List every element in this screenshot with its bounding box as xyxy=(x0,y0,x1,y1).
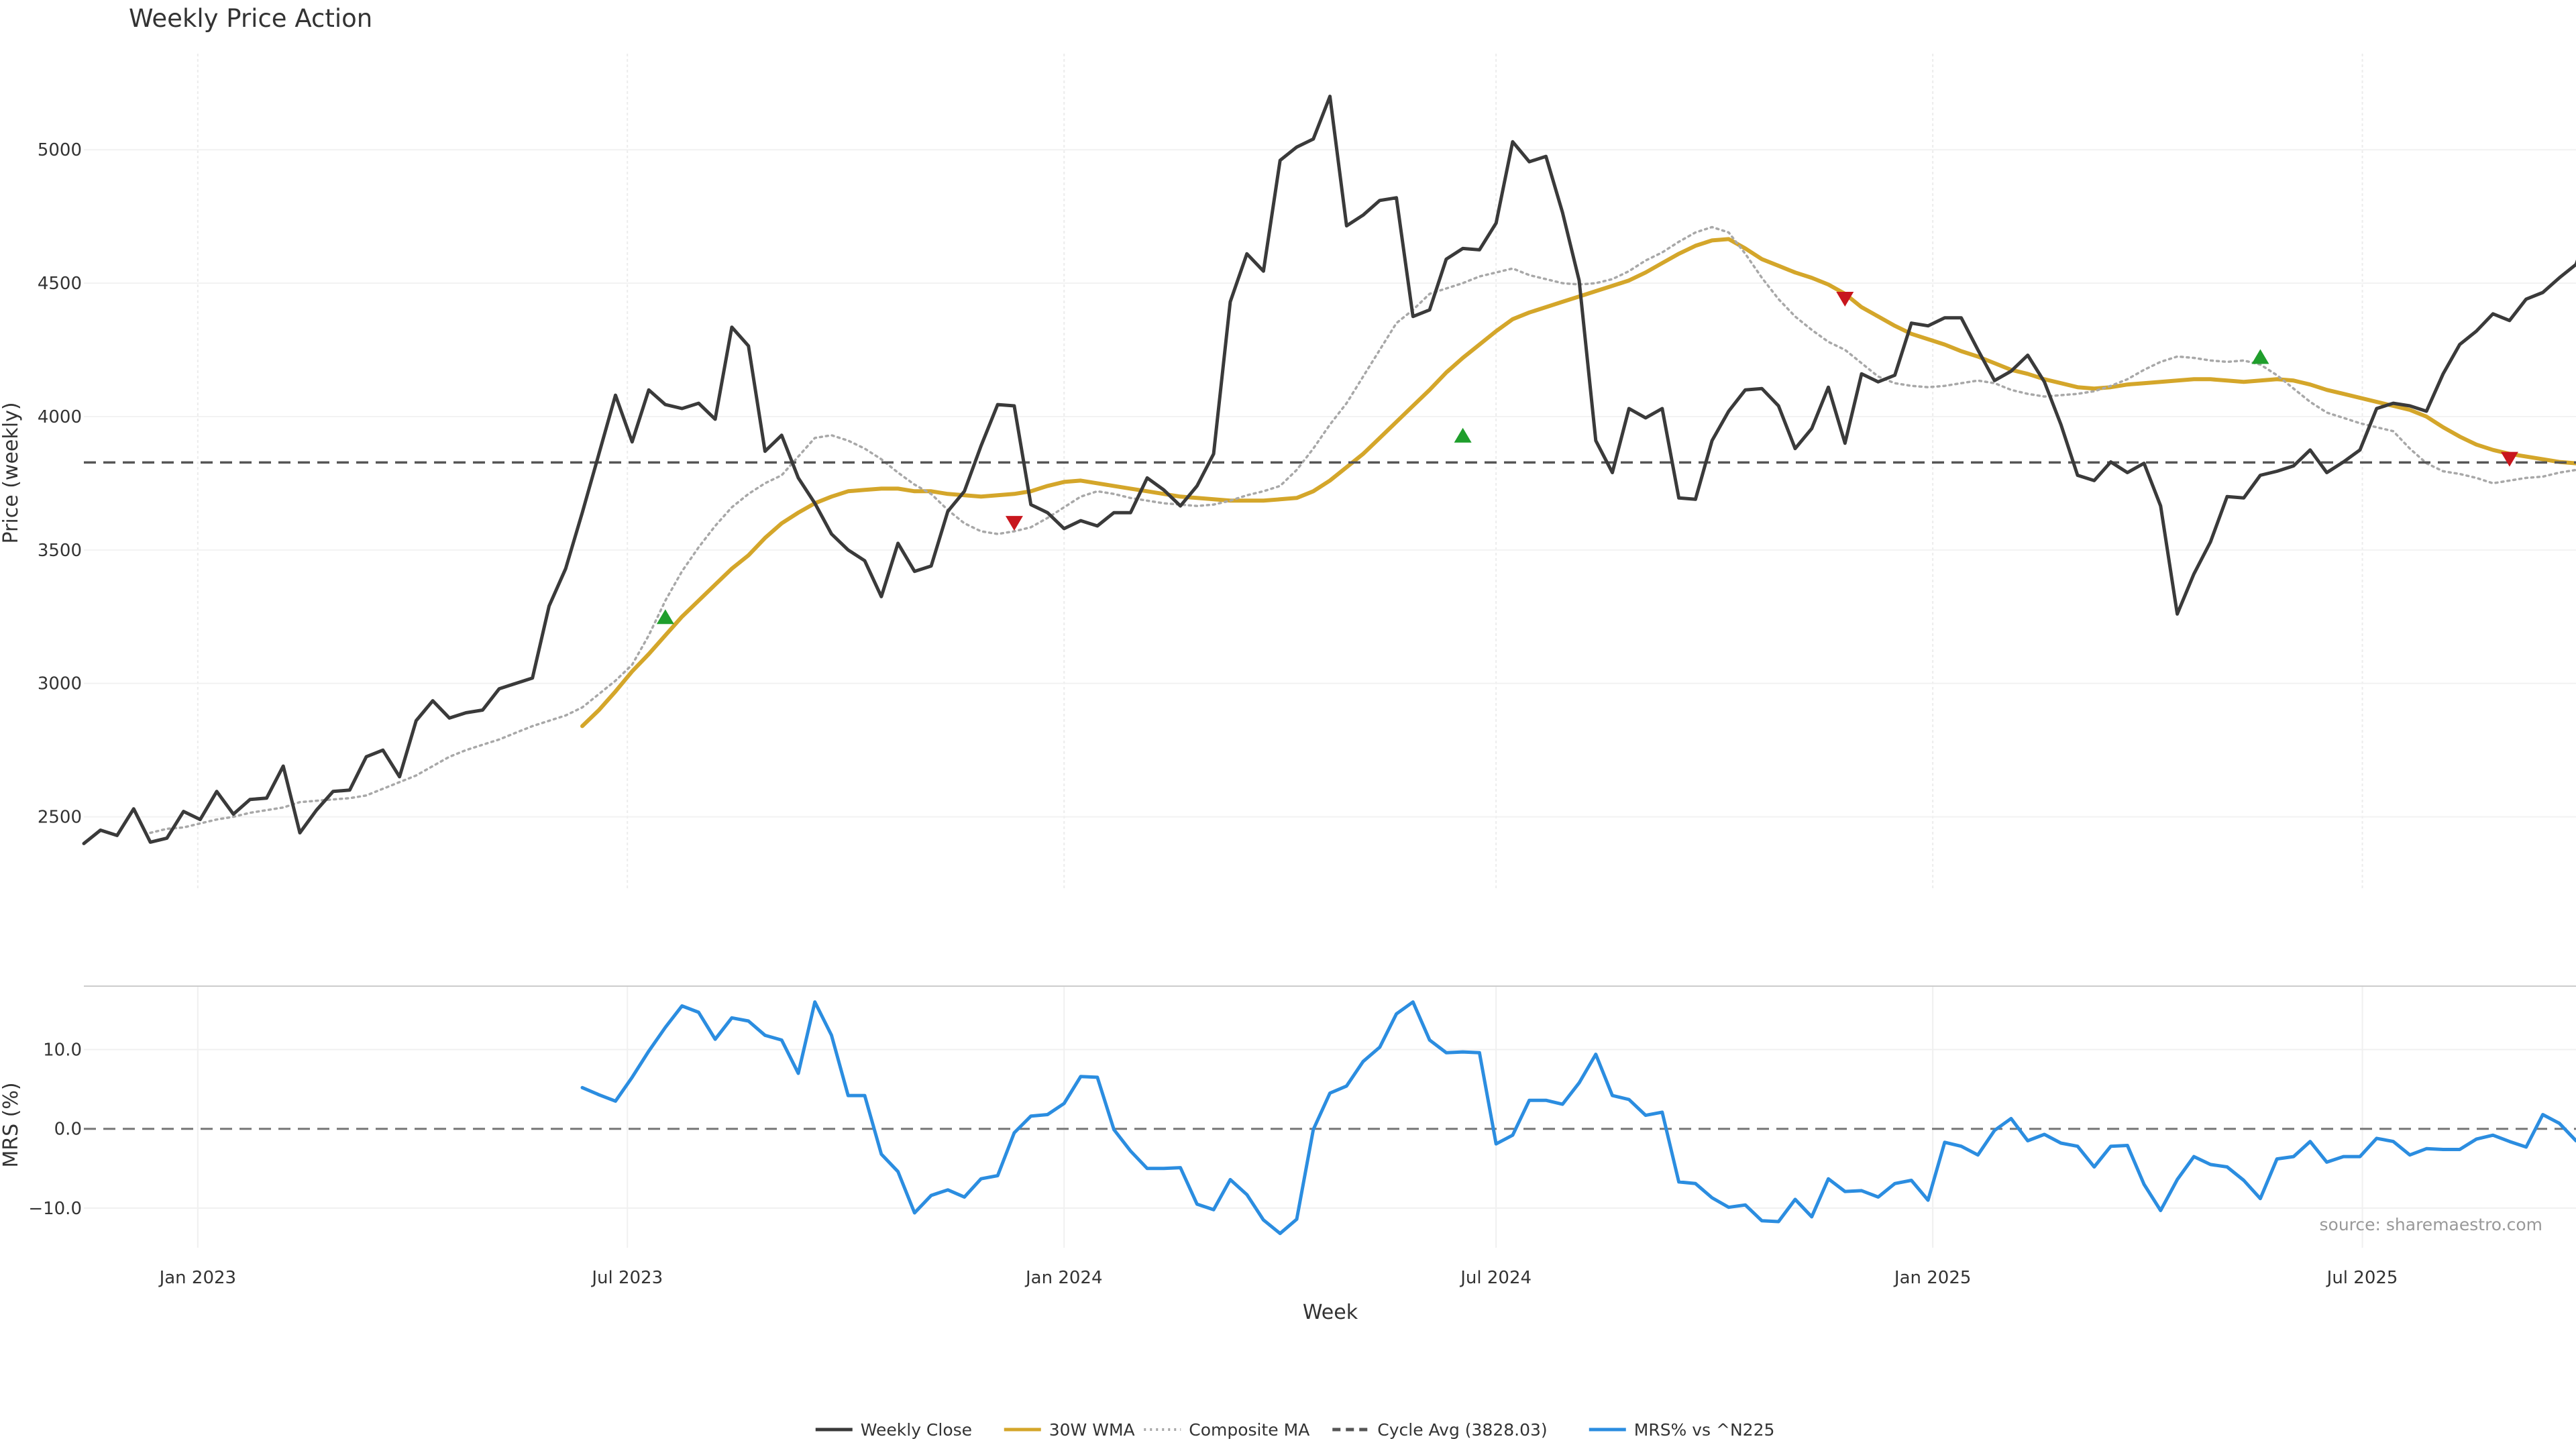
legend: Weekly Close 30W WMA Composite MA Cycle Avg… xyxy=(815,1420,1775,1440)
sell-signal-marker xyxy=(1005,516,1023,531)
sell-signal-marker xyxy=(1836,291,1854,307)
x-tick-label: Jan 2024 xyxy=(1024,1268,1103,1288)
price-y-tick-label: 4500 xyxy=(38,274,82,294)
mrs-lines xyxy=(580,1000,2576,1236)
x-ticks: Jan 2023 Jul 2023 Jan 2024 Jul 2024 Jan 2025… xyxy=(158,1268,2398,1288)
composite-ma-line xyxy=(149,225,2576,835)
x-tick-label: Jul 2025 xyxy=(2326,1268,2398,1288)
x-tick-label: Jul 2023 xyxy=(590,1268,663,1288)
price-y-tick-label: 3000 xyxy=(38,674,82,694)
source-note: source: sharemaestro.com xyxy=(2320,1215,2543,1234)
chart-title: Weekly Price Action xyxy=(129,4,372,33)
mrs-y-axis-label: MRS (%) xyxy=(0,1082,23,1167)
mrs-y-tick-label: 0.0 xyxy=(54,1120,82,1140)
x-tick-label: Jan 2023 xyxy=(158,1268,237,1288)
price-y-tick-label: 3500 xyxy=(38,541,82,561)
mrs-y-ticks: 10.0 0.0 −10.0 xyxy=(28,1040,82,1219)
price-y-tick-label: 5000 xyxy=(38,140,82,160)
weekly-close-line xyxy=(82,95,2576,845)
price-grid xyxy=(84,54,2576,889)
legend-label-30w-wma: 30W WMA xyxy=(1049,1420,1135,1440)
legend-label-mrs-vs-n225: MRS% vs ^N225 xyxy=(1634,1420,1775,1440)
price-lines xyxy=(82,95,2576,845)
mrs-vs-n225-line xyxy=(580,1000,2576,1236)
price-y-tick-label: 2500 xyxy=(38,808,82,828)
price-y-tick-label: 4000 xyxy=(38,407,82,427)
mrs-y-tick-label: −10.0 xyxy=(28,1199,82,1219)
mrs-y-tick-label: 10.0 xyxy=(43,1040,82,1061)
legend-label-cycle-avg-3828-03: Cycle Avg (3828.03) xyxy=(1377,1420,1547,1440)
30w-wma-line xyxy=(580,237,2576,729)
price-y-axis-label: Price (weekly) xyxy=(0,402,23,543)
legend-label-composite-ma: Composite MA xyxy=(1189,1420,1309,1440)
legend-label-weekly-close: Weekly Close xyxy=(861,1420,972,1440)
x-tick-label: Jan 2025 xyxy=(1893,1268,1972,1288)
x-axis-label: Week xyxy=(1303,1301,1358,1324)
price-y-ticks: 2500 3000 3500 4000 4500 5000 xyxy=(38,140,82,827)
x-tick-label: Jul 2024 xyxy=(1459,1268,1532,1288)
sell-signal-marker xyxy=(2500,451,2518,467)
signal-markers xyxy=(656,291,2518,625)
buy-signal-marker xyxy=(656,609,674,625)
buy-signal-marker xyxy=(1454,427,1472,443)
buy-signal-marker xyxy=(2251,349,2269,364)
mrs-grid xyxy=(84,986,2576,1248)
